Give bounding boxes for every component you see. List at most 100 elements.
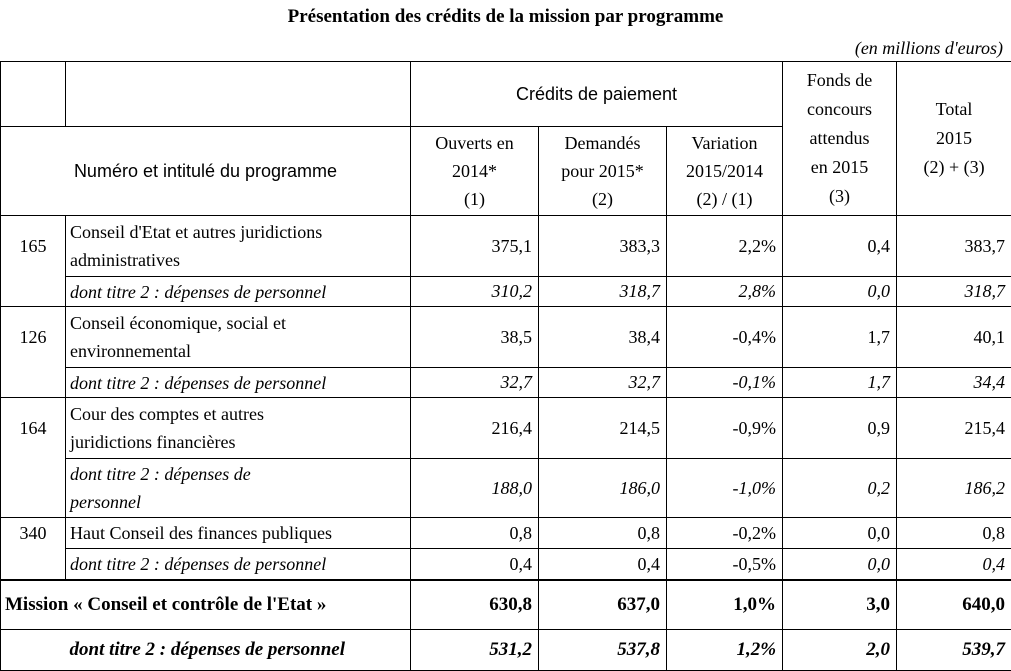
programme-label: dont titre 2 : dépenses de personnel: [66, 549, 411, 581]
variation-value: -0,1%: [667, 368, 783, 398]
mission-titre2-fonds: 2,0: [783, 630, 897, 671]
programme-label-line: dont titre 2 : dépenses de personnel: [70, 554, 326, 574]
fonds-value: 0,4: [783, 216, 897, 277]
programme-label: dont titre 2 : dépenses de personnel: [66, 459, 411, 518]
variation-value: -0,2%: [667, 518, 783, 549]
programme-code: 164: [1, 398, 66, 459]
fonds-value: 1,7: [783, 307, 897, 368]
programme-label-line: juridictions financières: [70, 432, 235, 452]
programme-code: 165: [1, 216, 66, 277]
header-total-line: 2015: [936, 128, 972, 148]
ouverts-value: 375,1: [411, 216, 539, 277]
demandes-value: 318,7: [539, 277, 667, 307]
mission-label: Mission « Conseil et contrôle de l'Etat …: [1, 580, 411, 630]
header-empty-code: [1, 62, 66, 127]
header-ouverts-line: 2014*: [452, 161, 497, 181]
total-value: 34,4: [897, 368, 1011, 398]
table-row: dont titre 2 : dépenses de personnel 188,0…: [1, 459, 1011, 518]
fonds-value: 0,2: [783, 459, 897, 518]
mission-titre2-row: dont titre 2 : dépenses de personnel 531…: [1, 630, 1011, 671]
programme-label: Conseil d'Etat et autres juridictions adm…: [66, 216, 411, 277]
variation-value: -0,5%: [667, 549, 783, 581]
programme-code: [1, 459, 66, 518]
header-ouverts-line: Ouverts en: [435, 133, 513, 153]
programme-label-line: dont titre 2 : dépenses de personnel: [70, 282, 326, 302]
header-fonds-line: Fonds de: [807, 70, 873, 90]
programme-label-line: personnel: [70, 492, 141, 512]
programme-label: dont titre 2 : dépenses de personnel: [66, 368, 411, 398]
header-credits-paiement: Crédits de paiement: [411, 62, 783, 127]
demandes-value: 186,0: [539, 459, 667, 518]
mission-titre2-code: [1, 630, 66, 671]
demandes-value: 0,4: [539, 549, 667, 581]
table-title: Présentation des crédits de la mission p…: [0, 0, 1011, 34]
demandes-value: 0,8: [539, 518, 667, 549]
programme-label-line: environnemental: [70, 341, 191, 361]
ouverts-value: 0,4: [411, 549, 539, 581]
ouverts-value: 188,0: [411, 459, 539, 518]
programme-label-line: dont titre 2 : dépenses de: [70, 464, 251, 484]
header-fonds-line: attendus: [810, 128, 870, 148]
programme-label: dont titre 2 : dépenses de personnel: [66, 277, 411, 307]
mission-titre2-ouverts: 531,2: [411, 630, 539, 671]
table-row: dont titre 2 : dépenses de personnel 32,7…: [1, 368, 1011, 398]
mission-titre2-total: 539,7: [897, 630, 1011, 671]
header-row-1: Crédits de paiement Fonds de concours at…: [1, 62, 1011, 127]
ouverts-value: 32,7: [411, 368, 539, 398]
header-variation-line: 2015/2014: [686, 161, 763, 181]
total-value: 318,7: [897, 277, 1011, 307]
fonds-value: 0,0: [783, 277, 897, 307]
programme-code: [1, 277, 66, 307]
programme-label-line: dont titre 2 : dépenses de personnel: [70, 373, 326, 393]
programme-label-line: Conseil économique, social et: [70, 313, 286, 333]
header-fonds-line: (3): [829, 186, 850, 206]
header-fonds-line: en 2015: [811, 157, 869, 177]
header-empty-label: [66, 62, 411, 127]
variation-value: -0,9%: [667, 398, 783, 459]
header-demandes-line: Demandés: [565, 133, 641, 153]
programme-label-line: Cour des comptes et autres: [70, 404, 264, 424]
variation-value: -1,0%: [667, 459, 783, 518]
header-fonds-concours: Fonds de concours attendus en 2015 (3): [783, 62, 897, 216]
mission-fonds: 3,0: [783, 580, 897, 630]
total-value: 0,4: [897, 549, 1011, 581]
programme-label: Haut Conseil des finances publiques: [66, 518, 411, 549]
variation-value: -0,4%: [667, 307, 783, 368]
header-total-line: (2) + (3): [923, 157, 984, 177]
ouverts-value: 0,8: [411, 518, 539, 549]
programme-code: 126: [1, 307, 66, 368]
mission-variation: 1,0%: [667, 580, 783, 630]
header-demandes-line: pour 2015*: [561, 161, 644, 181]
programme-label-line: administratives: [70, 250, 180, 270]
header-programme: Numéro et intitulé du programme: [1, 127, 411, 216]
programme-label: Conseil économique, social et environneme…: [66, 307, 411, 368]
header-demandes-line: (2): [592, 189, 613, 209]
mission-titre2-variation: 1,2%: [667, 630, 783, 671]
header-ouverts-line: (1): [464, 189, 485, 209]
demandes-value: 214,5: [539, 398, 667, 459]
mission-total: 640,0: [897, 580, 1011, 630]
ouverts-value: 216,4: [411, 398, 539, 459]
programme-label-line: Conseil d'Etat et autres juridictions: [70, 222, 322, 242]
mission-total-row: Mission « Conseil et contrôle de l'Etat …: [1, 580, 1011, 630]
fonds-value: 1,7: [783, 368, 897, 398]
header-total-label: Total: [936, 99, 973, 119]
demandes-value: 32,7: [539, 368, 667, 398]
total-value: 40,1: [897, 307, 1011, 368]
demandes-value: 383,3: [539, 216, 667, 277]
header-total: Total 2015 (2) + (3): [897, 62, 1011, 216]
mission-titre2-demandes: 537,8: [539, 630, 667, 671]
total-value: 383,7: [897, 216, 1011, 277]
programme-label-line: Haut Conseil des finances publiques: [70, 523, 332, 543]
demandes-value: 38,4: [539, 307, 667, 368]
programme-code: 340: [1, 518, 66, 549]
total-value: 0,8: [897, 518, 1011, 549]
mission-ouverts: 630,8: [411, 580, 539, 630]
fonds-value: 0,0: [783, 549, 897, 581]
total-value: 215,4: [897, 398, 1011, 459]
